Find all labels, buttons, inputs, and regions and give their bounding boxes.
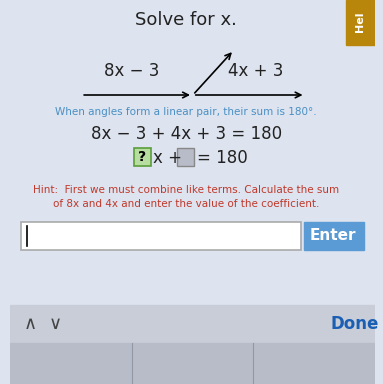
Text: 8x − 3 + 4x + 3 = 180: 8x − 3 + 4x + 3 = 180 (91, 125, 282, 143)
Text: ?: ? (138, 150, 146, 164)
Bar (10, 343, 375, 384)
Text: ∧: ∧ (24, 315, 37, 333)
Bar (345, 0, 375, 45)
Text: Hint:  First we must combine like terms. Calculate the sum
of 8x and 4x and ente: Hint: First we must combine like terms. … (33, 185, 339, 209)
Text: x +: x + (153, 149, 182, 167)
Bar (304, 222, 363, 250)
Text: 8x − 3: 8x − 3 (104, 62, 159, 80)
Text: Enter: Enter (310, 228, 356, 243)
Text: Done: Done (331, 315, 379, 333)
Text: 4x + 3: 4x + 3 (228, 62, 283, 80)
Text: When angles form a linear pair, their sum is 180°.: When angles form a linear pair, their su… (56, 107, 317, 117)
Bar (21, 222, 301, 250)
Bar (177, 148, 194, 166)
Text: Hel: Hel (355, 12, 365, 32)
Bar (134, 148, 151, 166)
Bar (10, 305, 375, 343)
Text: = 180: = 180 (197, 149, 247, 167)
Text: ∨: ∨ (49, 315, 62, 333)
Text: Solve for x.: Solve for x. (135, 11, 237, 29)
